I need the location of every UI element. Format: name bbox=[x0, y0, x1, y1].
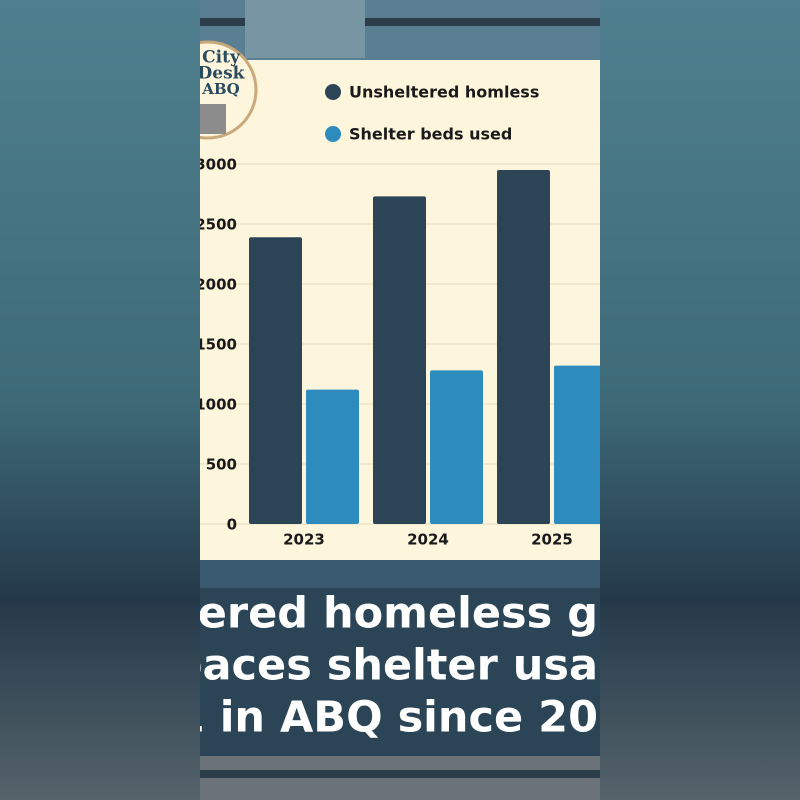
logo-text: ABQ bbox=[201, 80, 239, 98]
bar bbox=[554, 365, 600, 524]
headline-line: eltered homeless g bbox=[133, 589, 598, 639]
legend-label: Unsheltered homless bbox=[349, 83, 539, 102]
legend-swatch bbox=[325, 126, 341, 142]
bar bbox=[373, 196, 426, 524]
y-tick-label: 1000 bbox=[195, 396, 237, 414]
bar bbox=[430, 370, 483, 524]
photo-strip bbox=[200, 560, 600, 588]
headline-line: utpaces shelter usa bbox=[121, 641, 598, 691]
headline-panel bbox=[200, 588, 600, 756]
legend-label: Shelter beds used bbox=[349, 125, 512, 144]
bar bbox=[306, 389, 359, 524]
post-image: City Desk ABQ 0 500 1000 1500 2000 2500 3000 20… bbox=[107, 0, 600, 800]
vent bbox=[245, 0, 365, 58]
headline-line: to-1 in ABQ since 20 bbox=[107, 693, 598, 743]
y-tick-label: 2000 bbox=[195, 276, 237, 294]
y-tick-label: 0 bbox=[227, 516, 237, 534]
photo-strip bbox=[200, 18, 600, 26]
x-tick-label: 2023 bbox=[283, 531, 325, 549]
bar bbox=[249, 237, 302, 524]
logo-tower bbox=[200, 104, 226, 134]
x-tick-label: 2024 bbox=[407, 531, 449, 549]
legend-swatch bbox=[325, 84, 341, 100]
logo-text: Desk bbox=[198, 64, 246, 84]
y-tick-label: 500 bbox=[206, 456, 237, 474]
y-tick-label: 2500 bbox=[195, 216, 237, 234]
y-tick-label: 1500 bbox=[195, 336, 237, 354]
logo-text: City bbox=[202, 48, 241, 68]
bar bbox=[497, 170, 550, 524]
x-tick-label: 2025 bbox=[531, 531, 573, 549]
photo-strip bbox=[200, 770, 600, 778]
y-tick-label: 3000 bbox=[195, 156, 237, 174]
